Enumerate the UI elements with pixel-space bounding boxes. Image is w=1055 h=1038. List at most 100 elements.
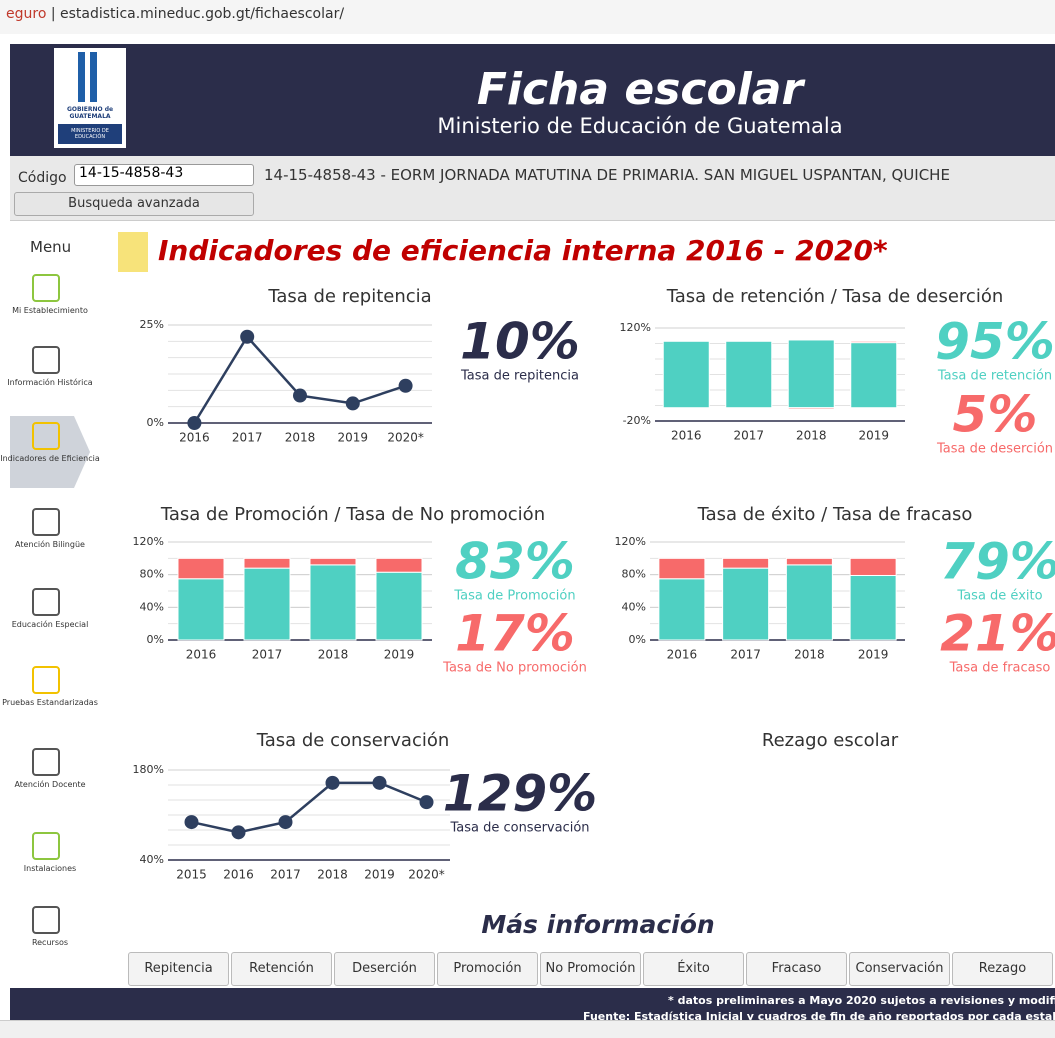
more-button[interactable]: Rezago — [952, 952, 1053, 986]
x-tick-label: 2019 — [384, 648, 415, 662]
menu-item[interactable]: Atención Bilingüe — [15, 540, 85, 549]
line — [193, 334, 406, 424]
kpi-value: 17% — [455, 605, 575, 663]
code-label: Código — [18, 170, 67, 186]
menu-icon — [32, 748, 60, 776]
x-tick-label: 2016 — [223, 868, 254, 882]
kpi-label: Tasa de No promoción — [442, 661, 587, 676]
footer: * datos preliminares a Mayo 2020 sujetos… — [10, 988, 1055, 1020]
x-tick-label: 2018 — [318, 648, 349, 662]
section-title: Indicadores de eficiencia interna 2016 -… — [158, 234, 888, 267]
point — [240, 329, 255, 344]
more-button[interactable]: Éxito — [643, 952, 744, 986]
more-button[interactable]: Retención — [231, 952, 332, 986]
chart-title: Tasa de repitencia — [267, 286, 431, 307]
bar — [177, 578, 225, 641]
bar — [850, 342, 898, 409]
kpi-label: Tasa de retención — [937, 369, 1052, 384]
point — [398, 378, 413, 393]
y-tick-label: 40% — [140, 853, 164, 866]
x-tick-label: 2019 — [858, 429, 889, 443]
x-tick-label: 2018 — [285, 431, 316, 445]
bar — [243, 567, 291, 641]
bar — [662, 340, 710, 409]
menu-icon — [32, 906, 60, 934]
chart-title: Tasa de Promoción / Tasa de No promoción — [160, 504, 545, 525]
more-button[interactable]: No Promoción — [540, 952, 641, 986]
more-button[interactable]: Fracaso — [746, 952, 847, 986]
menu-icon — [32, 832, 60, 860]
point — [419, 795, 434, 810]
menu-item[interactable]: Información Histórica — [7, 378, 93, 387]
bar — [850, 340, 898, 344]
kpi-label: Tasa de fracaso — [949, 661, 1051, 676]
chart-title: Tasa de éxito / Tasa de fracaso — [697, 504, 973, 525]
x-tick-label: 2019 — [858, 648, 889, 662]
bar — [725, 340, 773, 409]
y-tick-label: 120% — [133, 535, 164, 548]
x-tick-label: 2020* — [408, 868, 445, 882]
point — [372, 775, 387, 790]
footer-source: Fuente: Estadística Inicial y cuadros de… — [583, 1010, 1055, 1020]
more-title: Más información — [481, 910, 715, 939]
y-tick-label: 0% — [629, 633, 646, 646]
bar — [309, 564, 357, 641]
bar — [658, 557, 706, 580]
x-tick-label: 2017 — [252, 648, 283, 662]
y-tick-label: 80% — [140, 568, 164, 581]
y-tick-label: 120% — [615, 535, 646, 548]
menu-icon — [32, 274, 60, 302]
title: Ficha escolar — [476, 64, 804, 115]
more-button[interactable]: Repitencia — [128, 952, 229, 986]
bar — [177, 557, 225, 580]
x-tick-label: 2015 — [176, 868, 207, 882]
menu-item[interactable]: Pruebas Estandarizadas — [2, 698, 98, 707]
kpi-label: Tasa de repitencia — [460, 369, 579, 384]
menu-icon — [32, 666, 60, 694]
code-input[interactable]: 14-15-4858-43 — [74, 164, 254, 186]
y-tick-label: 40% — [622, 600, 646, 613]
y-tick-label: 120% — [620, 321, 651, 334]
kpi-label: Tasa de conservación — [449, 821, 589, 836]
point — [187, 416, 202, 430]
bar — [785, 564, 833, 641]
x-tick-label: 2016 — [671, 429, 702, 443]
menu-item[interactable]: Atención Docente — [14, 780, 86, 789]
more-button[interactable]: Conservación — [849, 952, 950, 986]
line — [191, 781, 427, 834]
bar — [243, 557, 291, 569]
menu-item[interactable]: Indicadores de Eficiencia — [0, 454, 100, 463]
kpi-value: 83% — [455, 533, 575, 591]
point — [325, 775, 340, 790]
school-name: 14-15-4858-43 - EORM JORNADA MATUTINA DE… — [264, 166, 950, 184]
menu-item[interactable]: Instalaciones — [23, 864, 77, 873]
active-item-bg — [10, 416, 90, 488]
address-bar[interactable]: eguro | estadistica.mineduc.gob.gt/ficha… — [0, 0, 1055, 34]
x-tick-label: 2017 — [730, 648, 761, 662]
point — [184, 815, 199, 830]
y-tick-label: 0% — [147, 416, 164, 429]
x-tick-label: 2016 — [186, 648, 217, 662]
x-tick-label: 2017 — [270, 868, 301, 882]
advanced-search-button[interactable]: Busqueda avanzada — [14, 192, 254, 216]
menu-item[interactable]: Educación Especial — [11, 620, 89, 629]
menu-item[interactable]: Mi Establecimiento — [12, 306, 88, 315]
y-tick-label: 0% — [147, 633, 164, 646]
x-tick-label: 2018 — [317, 868, 348, 882]
more-button[interactable]: Promoción — [437, 952, 538, 986]
point — [293, 388, 307, 403]
menu-item[interactable]: Recursos — [31, 938, 69, 947]
subtitle: Ministerio de Educación de Guatemala — [437, 114, 843, 138]
x-tick-label: 2017 — [733, 429, 764, 443]
x-tick-label: 2018 — [796, 429, 827, 443]
kpi-label: Tasa de éxito — [956, 589, 1042, 604]
footer-note: * datos preliminares a Mayo 2020 sujetos… — [668, 994, 1055, 1007]
more-button[interactable]: Deserción — [334, 952, 435, 986]
scrollbar[interactable] — [0, 1020, 1055, 1038]
header: GOBIERNO de GUATEMALA MINISTERIO DE EDUC… — [10, 44, 1055, 156]
bar — [375, 571, 423, 641]
rezago-title: Rezago escolar — [762, 730, 899, 751]
menu-icon — [32, 346, 60, 374]
menu-icon — [32, 422, 60, 450]
